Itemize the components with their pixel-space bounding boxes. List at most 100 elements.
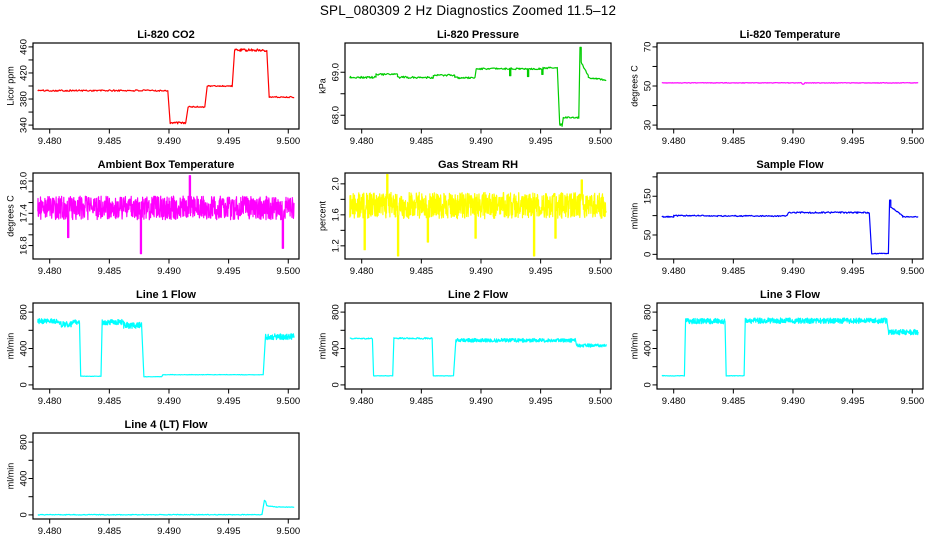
x-tick-label: 9.490 xyxy=(469,266,493,277)
panel-line-2-flow: 9.480 9.485 9.490 9.495 9.500 0 400 800 ml/min Li… xyxy=(312,285,624,415)
y-axis-label: Licor ppm xyxy=(5,66,15,106)
panel-title: Li-820 Pressure xyxy=(437,29,519,41)
y-tick-label: 420 xyxy=(19,65,30,81)
main-title: SPL_080309 2 Hz Diagnostics Zoomed 11.5–… xyxy=(319,3,617,18)
x-tick-label: 9.495 xyxy=(529,136,553,147)
x-tick-label: 9.490 xyxy=(157,136,181,147)
y-tick-label: 68.0 xyxy=(331,106,342,125)
panel-chart-line-4-lt-flow: 9.480 9.485 9.490 9.495 9.500 0 400 800 ml/min Li… xyxy=(5,419,300,537)
x-tick-label: 9.485 xyxy=(409,136,433,147)
y-axis-label: degrees C xyxy=(629,65,639,107)
y-tick-label: 16.8 xyxy=(19,236,30,255)
series-line xyxy=(349,336,607,377)
x-tick-label: 9.500 xyxy=(276,136,300,147)
series-line xyxy=(37,48,295,125)
y-tick-label: 0 xyxy=(19,512,30,517)
y-tick-label: 400 xyxy=(19,471,30,487)
y-axis-label: ml/min xyxy=(317,333,327,360)
panel-title: Line 2 Flow xyxy=(448,289,508,301)
x-tick-label: 9.495 xyxy=(841,396,865,407)
y-tick-label: 2.0 xyxy=(331,177,342,190)
series-line xyxy=(661,81,919,85)
panel-li-820-co2: 9.480 9.485 9.490 9.495 9.500 340 380 420 460 Lic… xyxy=(0,25,312,155)
panel-chart-ambient-box-temperature: 9.480 9.485 9.490 9.495 9.500 16.8 17.4 18.0 deg… xyxy=(5,159,300,277)
y-tick-label: 50 xyxy=(643,81,654,92)
panel-chart-line-1-flow: 9.480 9.485 9.490 9.495 9.500 0 400 800 ml/min Li… xyxy=(5,289,300,407)
x-tick-label: 9.490 xyxy=(157,396,181,407)
y-tick-label: 400 xyxy=(643,341,654,357)
y-axis-label: ml/min xyxy=(629,203,639,230)
x-tick-label: 9.500 xyxy=(900,136,924,147)
y-tick-label: 340 xyxy=(19,117,30,133)
y-tick-label: 800 xyxy=(19,304,30,320)
y-tick-label: 18.0 xyxy=(19,172,30,191)
panel-chart-li-820-pressure: 9.480 9.485 9.490 9.495 9.500 68.0 69.0 kPa Li-8… xyxy=(317,29,612,147)
x-tick-label: 9.480 xyxy=(38,136,62,147)
x-tick-label: 9.485 xyxy=(409,396,433,407)
panel-li-820-temperature: 9.480 9.485 9.490 9.495 9.500 30 50 70 degrees C… xyxy=(624,25,936,155)
y-tick-label: 400 xyxy=(331,341,342,357)
y-tick-label: 800 xyxy=(331,304,342,320)
x-tick-label: 9.490 xyxy=(157,266,181,277)
x-tick-label: 9.495 xyxy=(841,266,865,277)
panel-chart-line-2-flow: 9.480 9.485 9.490 9.495 9.500 0 400 800 ml/min Li… xyxy=(317,289,612,407)
panel-title: Gas Stream RH xyxy=(438,159,518,171)
y-tick-label: 800 xyxy=(19,434,30,450)
x-tick-label: 9.490 xyxy=(469,396,493,407)
panel-li-820-pressure: 9.480 9.485 9.490 9.495 9.500 68.0 69.0 kPa Li-8… xyxy=(312,25,624,155)
plot-box xyxy=(32,172,300,260)
panel-chart-line-3-flow: 9.480 9.485 9.490 9.495 9.500 0 400 800 ml/min Li… xyxy=(629,289,924,407)
panel-sample-flow: 9.480 9.485 9.490 9.495 9.500 0 50 150 ml/min Sam… xyxy=(624,155,936,285)
plot-box xyxy=(344,172,612,260)
y-axis-label: ml/min xyxy=(629,333,639,360)
panel-chart-li-820-temperature: 9.480 9.485 9.490 9.495 9.500 30 50 70 degrees C… xyxy=(629,29,924,147)
series-line xyxy=(37,499,295,516)
panel-title: Line 1 Flow xyxy=(136,289,196,301)
series-line xyxy=(349,173,607,257)
y-tick-label: 0 xyxy=(643,252,654,257)
y-axis-label: ml/min xyxy=(5,463,15,490)
series-line xyxy=(661,317,919,377)
series-line xyxy=(661,199,919,255)
x-tick-label: 9.485 xyxy=(721,136,745,147)
x-tick-label: 9.495 xyxy=(529,396,553,407)
x-tick-label: 9.500 xyxy=(588,136,612,147)
y-axis-label: kPa xyxy=(317,78,327,94)
x-tick-label: 9.485 xyxy=(97,526,121,537)
x-tick-label: 9.480 xyxy=(350,136,374,147)
y-tick-label: 150 xyxy=(643,188,654,204)
x-tick-label: 9.485 xyxy=(97,396,121,407)
x-tick-label: 9.480 xyxy=(38,266,62,277)
x-tick-label: 9.495 xyxy=(217,526,241,537)
x-tick-label: 9.490 xyxy=(781,266,805,277)
x-tick-label: 9.500 xyxy=(276,396,300,407)
series-line xyxy=(37,318,295,378)
x-tick-label: 9.490 xyxy=(781,136,805,147)
x-tick-label: 9.485 xyxy=(721,266,745,277)
x-tick-label: 9.480 xyxy=(38,396,62,407)
y-tick-label: 1.2 xyxy=(331,239,342,252)
x-tick-label: 9.480 xyxy=(350,396,374,407)
series-line xyxy=(37,175,295,255)
x-tick-label: 9.485 xyxy=(97,266,121,277)
y-tick-label: 0 xyxy=(643,382,654,387)
y-tick-label: 50 xyxy=(643,230,654,241)
y-axis-label: degrees C xyxy=(5,195,15,237)
y-axis-label: ml/min xyxy=(5,333,15,360)
plot-box xyxy=(32,302,300,390)
y-tick-label: 380 xyxy=(19,91,30,107)
x-tick-label: 9.490 xyxy=(781,396,805,407)
series-line xyxy=(349,46,607,127)
panel-line-1-flow: 9.480 9.485 9.490 9.495 9.500 0 400 800 ml/min Li… xyxy=(0,285,312,415)
panel-title: Line 4 (LT) Flow xyxy=(125,419,208,431)
panel-title: Line 3 Flow xyxy=(760,289,820,301)
plot-box xyxy=(32,432,300,520)
x-tick-label: 9.480 xyxy=(38,526,62,537)
y-tick-label: 70 xyxy=(643,42,654,53)
x-tick-label: 9.480 xyxy=(662,266,686,277)
x-tick-label: 9.500 xyxy=(276,266,300,277)
x-tick-label: 9.480 xyxy=(662,136,686,147)
panel-chart-gas-stream-rh: 9.480 9.485 9.490 9.495 9.500 1.2 1.6 2.0 percen… xyxy=(317,159,612,277)
plot-box xyxy=(32,42,300,130)
